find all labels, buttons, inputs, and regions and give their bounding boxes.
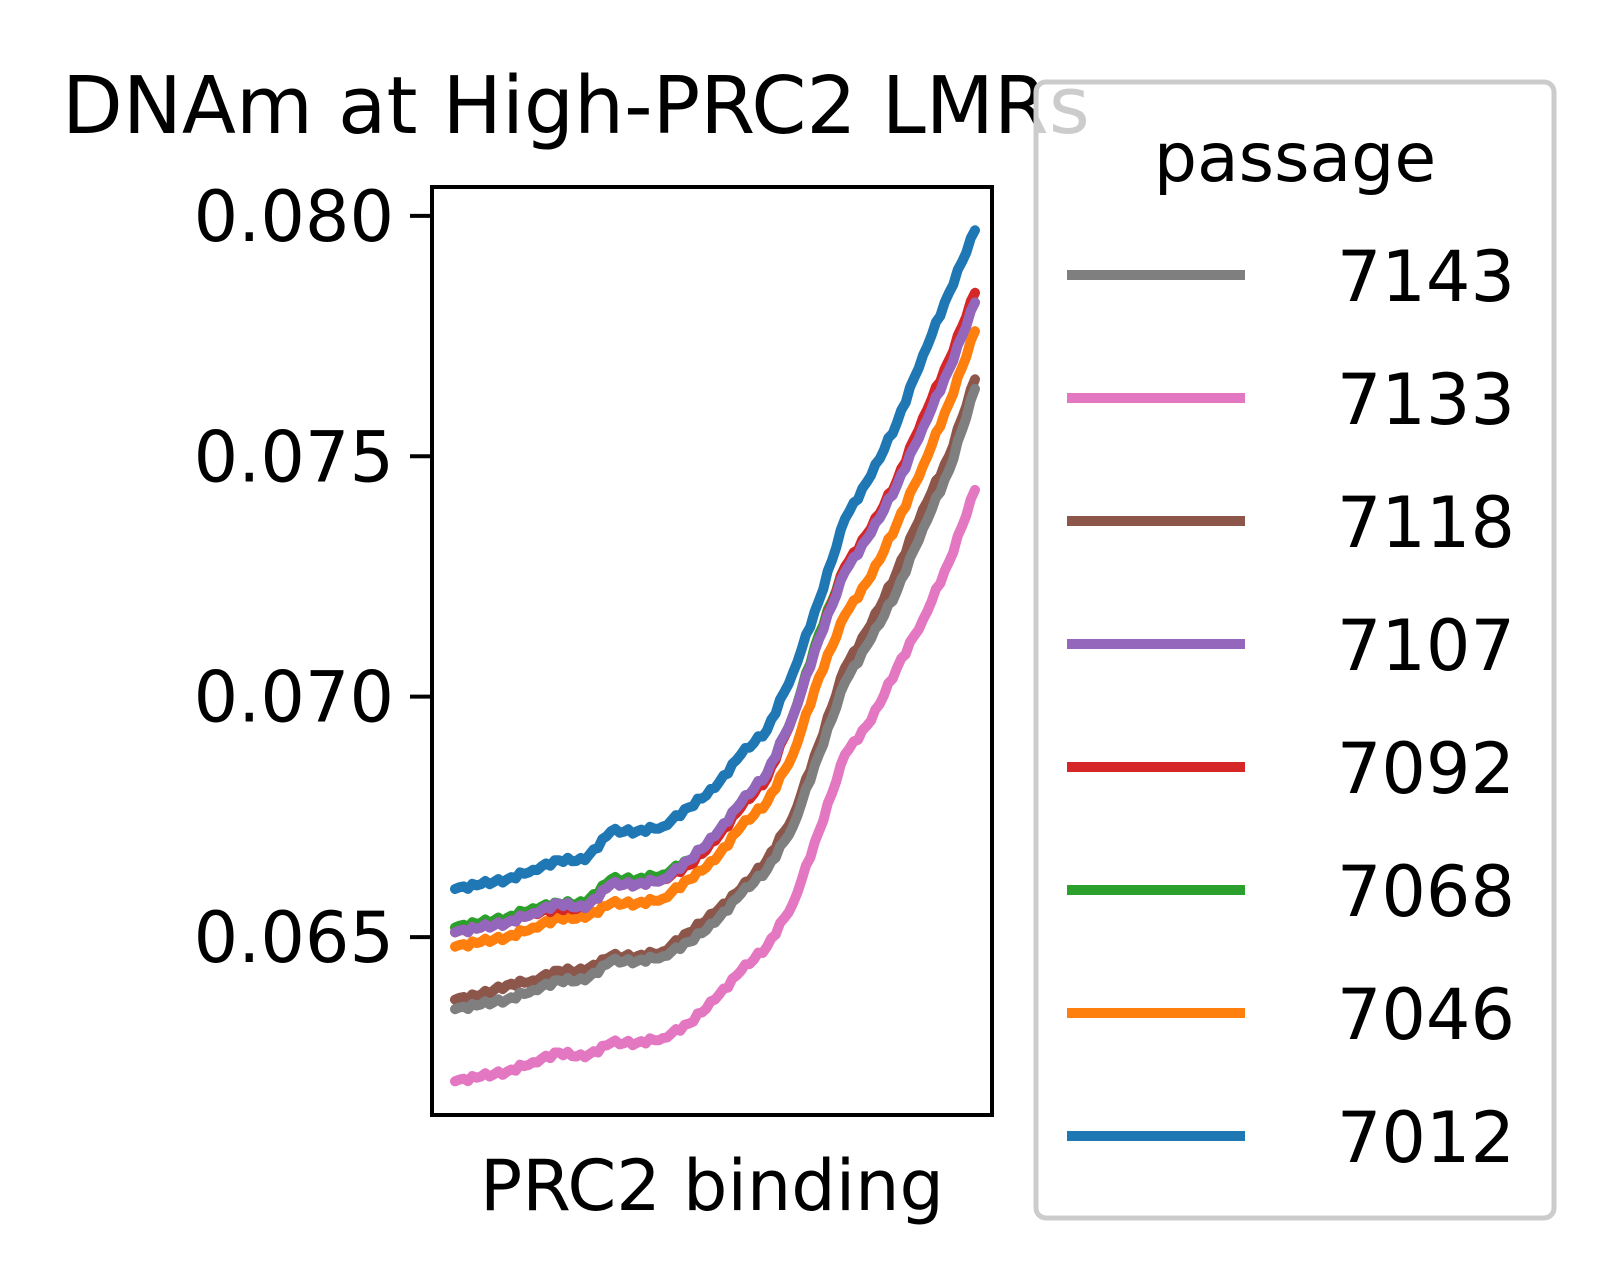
y-tick-label: 0.065 <box>194 897 394 979</box>
y-tick-label: 0.070 <box>194 657 394 739</box>
legend-label-7068: 7068 <box>1337 851 1515 933</box>
y-tick-label: 0.075 <box>194 416 394 498</box>
series-line-7107 <box>450 297 980 938</box>
legend: passage 7143 7133 7118 7107 7092 7068 7046 7012 <box>1033 79 1557 1221</box>
legend-label-7046: 7046 <box>1337 974 1515 1056</box>
series-line-7012 <box>450 225 980 894</box>
x-axis-label: PRC2 binding <box>480 1145 944 1227</box>
legend-label-7118: 7118 <box>1337 482 1515 564</box>
legend-label-7133: 7133 <box>1337 359 1515 441</box>
series-layer <box>450 225 980 1087</box>
series-line-7046 <box>450 326 980 952</box>
legend-label-7107: 7107 <box>1337 605 1515 687</box>
legend-title: passage <box>1154 119 1436 198</box>
series-line-7133 <box>450 484 980 1087</box>
legend-label-7092: 7092 <box>1337 728 1515 810</box>
plot-frame <box>430 185 994 1117</box>
legend-frame <box>1033 79 1557 1221</box>
plot-area <box>432 187 992 1115</box>
y-axis: 0.065 0.070 0.075 0.080 <box>194 176 432 979</box>
legend-label-7143: 7143 <box>1337 236 1515 318</box>
y-tick-label: 0.080 <box>194 176 394 258</box>
chart-title: DNAm at High-PRC2 LMRs <box>62 60 1090 152</box>
series-line-7143 <box>450 383 980 1015</box>
legend-label-7012: 7012 <box>1337 1097 1515 1179</box>
series-line-7118 <box>450 374 980 1005</box>
